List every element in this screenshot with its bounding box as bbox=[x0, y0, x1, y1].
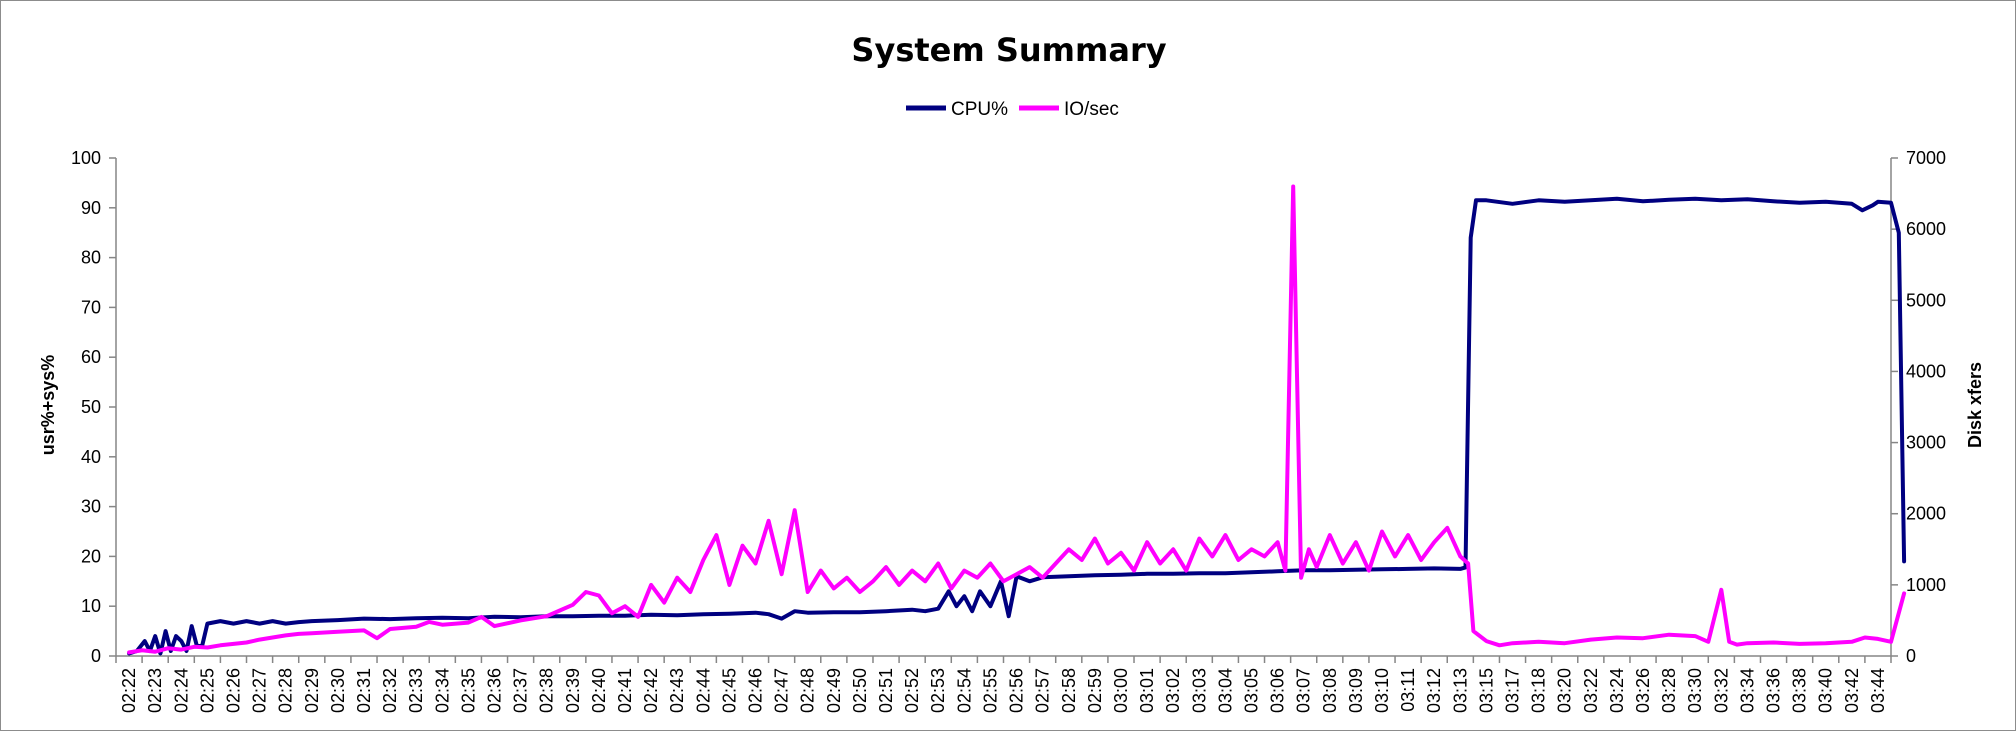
x-tick-label: 03:11 bbox=[1398, 668, 1418, 712]
y-right-tick-label: 7000 bbox=[1906, 148, 1946, 168]
y-axis-right-label: Disk xfers bbox=[1965, 362, 1985, 448]
x-tick-label: 03:34 bbox=[1737, 668, 1757, 713]
y-left-tick-label: 100 bbox=[71, 148, 101, 168]
x-tick-label: 02:46 bbox=[746, 668, 766, 713]
x-tick-label: 02:34 bbox=[432, 668, 452, 713]
x-tick-label: 02:48 bbox=[798, 668, 818, 713]
x-tick-label: 03:12 bbox=[1424, 668, 1444, 713]
x-tick-label: 03:24 bbox=[1607, 668, 1627, 713]
x-tick-label: 03:10 bbox=[1372, 668, 1392, 713]
x-tick-label: 02:26 bbox=[223, 668, 243, 713]
x-tick-label: 02:45 bbox=[719, 668, 739, 713]
chart-title: System Summary bbox=[851, 31, 1166, 69]
x-tick-label: 02:30 bbox=[328, 668, 348, 713]
x-tick-label: 02:28 bbox=[276, 668, 296, 713]
y-right-tick-label: 5000 bbox=[1906, 290, 1946, 310]
x-tick-label: 02:24 bbox=[171, 668, 191, 713]
x-tick-label: 03:32 bbox=[1711, 668, 1731, 713]
x-tick-label: 02:23 bbox=[145, 668, 165, 713]
legend-label-io: IO/sec bbox=[1064, 99, 1119, 120]
x-tick-label: 02:32 bbox=[380, 668, 400, 713]
y-right-tick-label: 1000 bbox=[1906, 575, 1946, 595]
x-tick-label: 02:55 bbox=[980, 668, 1000, 713]
y-left-tick-label: 0 bbox=[91, 646, 101, 666]
axes: 0102030405060708090100010002000300040005… bbox=[71, 148, 1946, 713]
y-left-tick-label: 10 bbox=[81, 596, 101, 616]
x-tick-label: 03:04 bbox=[1215, 668, 1235, 713]
y-right-tick-label: 4000 bbox=[1906, 361, 1946, 381]
x-tick-label: 03:22 bbox=[1581, 668, 1601, 713]
x-tick-label: 03:03 bbox=[1189, 668, 1209, 713]
x-tick-label: 03:28 bbox=[1659, 668, 1679, 713]
x-tick-label: 03:36 bbox=[1764, 668, 1784, 713]
x-tick-label: 02:41 bbox=[615, 668, 635, 713]
x-tick-label: 02:56 bbox=[1007, 668, 1027, 713]
x-tick-label: 03:05 bbox=[1241, 668, 1261, 713]
x-tick-label: 02:54 bbox=[954, 668, 974, 713]
x-tick-label: 02:38 bbox=[537, 668, 557, 713]
y-left-tick-label: 40 bbox=[81, 447, 101, 467]
x-tick-label: 02:59 bbox=[1085, 668, 1105, 713]
x-tick-label: 02:27 bbox=[250, 668, 270, 713]
x-tick-label: 03:17 bbox=[1503, 668, 1523, 713]
x-tick-label: 03:07 bbox=[1294, 668, 1314, 713]
x-tick-label: 03:08 bbox=[1320, 668, 1340, 713]
y-left-tick-label: 70 bbox=[81, 297, 101, 317]
x-tick-label: 03:38 bbox=[1790, 668, 1810, 713]
x-tick-label: 03:13 bbox=[1450, 668, 1470, 713]
x-tick-label: 02:57 bbox=[1033, 668, 1053, 713]
y-right-tick-label: 0 bbox=[1906, 646, 1916, 666]
x-tick-label: 02:53 bbox=[928, 668, 948, 713]
x-tick-label: 02:42 bbox=[641, 668, 661, 713]
x-tick-label: 02:29 bbox=[302, 668, 322, 713]
x-tick-label: 02:58 bbox=[1059, 668, 1079, 713]
x-tick-label: 03:00 bbox=[1111, 668, 1131, 713]
x-tick-label: 02:40 bbox=[589, 668, 609, 713]
x-tick-label: 03:26 bbox=[1633, 668, 1653, 713]
x-tick-label: 02:47 bbox=[772, 668, 792, 713]
x-tick-label: 03:30 bbox=[1685, 668, 1705, 713]
y-left-tick-label: 80 bbox=[81, 248, 101, 268]
x-tick-label: 02:22 bbox=[119, 668, 139, 713]
x-tick-label: 02:36 bbox=[484, 668, 504, 713]
series-layer bbox=[127, 184, 1907, 656]
y-left-tick-label: 30 bbox=[81, 497, 101, 517]
x-tick-label: 03:15 bbox=[1476, 668, 1496, 713]
x-tick-label: 02:44 bbox=[693, 668, 713, 713]
x-tick-label: 02:37 bbox=[511, 668, 531, 713]
x-tick-label: 02:25 bbox=[197, 668, 217, 713]
x-tick-label: 03:18 bbox=[1529, 668, 1549, 713]
series-line-cpu bbox=[127, 196, 1907, 656]
x-tick-label: 02:35 bbox=[458, 668, 478, 713]
y-axis-left-label: usr%+sys% bbox=[38, 355, 58, 456]
x-tick-label: 03:06 bbox=[1268, 668, 1288, 713]
x-tick-label: 03:02 bbox=[1163, 668, 1183, 713]
y-right-tick-label: 6000 bbox=[1906, 219, 1946, 239]
x-tick-label: 03:42 bbox=[1842, 668, 1862, 713]
series-line-io bbox=[127, 184, 1907, 655]
x-tick-label: 02:33 bbox=[406, 668, 426, 713]
x-tick-label: 02:51 bbox=[876, 668, 896, 713]
y-right-tick-label: 3000 bbox=[1906, 433, 1946, 453]
x-tick-label: 03:09 bbox=[1346, 668, 1366, 713]
x-tick-label: 02:50 bbox=[850, 668, 870, 713]
x-tick-label: 02:49 bbox=[824, 668, 844, 713]
x-tick-label: 03:01 bbox=[1137, 668, 1157, 713]
x-tick-label: 02:52 bbox=[902, 668, 922, 713]
y-left-tick-label: 90 bbox=[81, 198, 101, 218]
y-left-tick-label: 50 bbox=[81, 397, 101, 417]
y-left-tick-label: 20 bbox=[81, 546, 101, 566]
x-tick-label: 02:31 bbox=[354, 668, 374, 713]
y-left-tick-label: 60 bbox=[81, 347, 101, 367]
legend: CPU% IO/sec bbox=[906, 99, 1119, 120]
legend-label-cpu: CPU% bbox=[951, 99, 1008, 120]
x-tick-label: 02:39 bbox=[563, 668, 583, 713]
x-tick-label: 03:40 bbox=[1816, 668, 1836, 713]
x-tick-label: 02:43 bbox=[667, 668, 687, 713]
x-tick-label: 03:44 bbox=[1868, 668, 1888, 713]
x-tick-label: 03:20 bbox=[1555, 668, 1575, 713]
y-right-tick-label: 2000 bbox=[1906, 504, 1946, 524]
